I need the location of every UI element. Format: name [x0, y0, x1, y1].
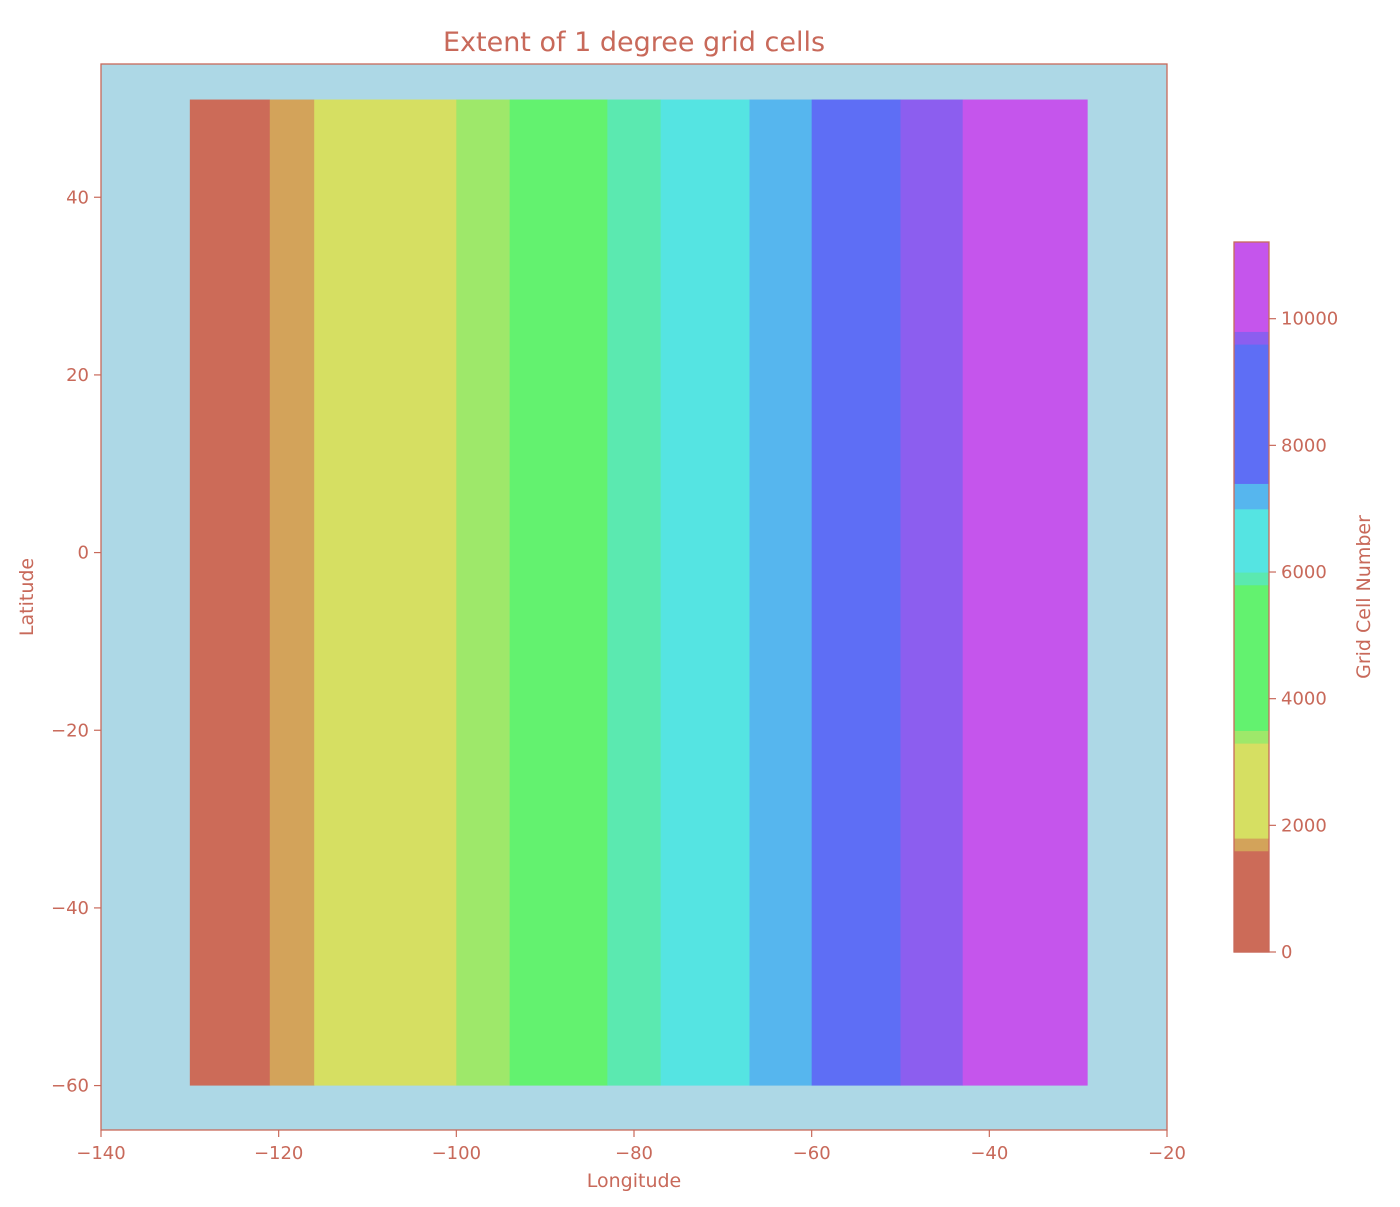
grid-band-7: [749, 99, 813, 1086]
colorbar-tick-label: 6000: [1281, 562, 1327, 583]
y-tick-label: −40: [51, 898, 89, 919]
colorbar-band-6: [1234, 508, 1269, 573]
x-tick-label: −100: [432, 1143, 481, 1164]
grid-band-3: [456, 99, 511, 1086]
y-tick-label: 20: [66, 365, 89, 386]
colorbar-tick-label: 0: [1281, 942, 1292, 963]
colorbar-band-1: [1234, 838, 1269, 852]
colorbar-tick-label: 4000: [1281, 689, 1327, 710]
x-tick-label: −40: [970, 1143, 1008, 1164]
grid-cells: [189, 99, 1088, 1086]
colorbar-band-8: [1234, 344, 1269, 484]
y-tick-label: 0: [78, 543, 89, 564]
x-tick-label: −140: [76, 1143, 125, 1164]
grid-band-5: [607, 99, 662, 1086]
grid-band-6: [660, 99, 751, 1086]
x-tick-label: −120: [254, 1143, 303, 1164]
colorbar-tick-label: 10000: [1281, 309, 1338, 330]
colorbar: 0 2000 4000 6000 8000 10000: [1233, 241, 1338, 963]
colorbar-frame: [1233, 241, 1270, 953]
y-tick-label: −60: [51, 1076, 89, 1097]
grid-band-2: [314, 99, 457, 1086]
y-axis-label: Latitude: [16, 558, 38, 636]
colorbar-label: Grid Cell Number: [1353, 515, 1375, 679]
colorbar-band-0: [1234, 850, 1269, 953]
chart-title: Extent of 1 degree grid cells: [443, 27, 825, 58]
colorbar-band-7: [1234, 483, 1269, 510]
y-tick-label: 40: [66, 187, 89, 208]
grid-band-10: [962, 99, 1088, 1086]
colorbar-tick-label: 8000: [1281, 435, 1327, 456]
colorbar-band-4: [1234, 584, 1269, 731]
y-tick-label: −20: [51, 720, 89, 741]
x-tick-label: −20: [1148, 1143, 1186, 1164]
grid-band-9: [900, 99, 964, 1086]
x-axis-label: Longitude: [587, 1170, 682, 1192]
grid-band-0: [189, 99, 271, 1086]
grid-band-4: [509, 99, 608, 1086]
colorbar-band-3: [1234, 730, 1269, 744]
colorbar-band-9: [1234, 331, 1269, 345]
colorbar-band-10: [1234, 242, 1269, 332]
plot-area: [100, 63, 1168, 1131]
colorbar-band-2: [1234, 743, 1269, 839]
colorbar-tick-label: 2000: [1281, 815, 1327, 836]
x-tick-label: −60: [793, 1143, 831, 1164]
grid-band-8: [811, 99, 902, 1086]
colorbar-band-5: [1234, 572, 1269, 586]
x-tick-label: −80: [615, 1143, 653, 1164]
grid-band-1: [269, 99, 315, 1086]
axes: −140 −120 −100 −80 −60 −40 −20 −60 −40 −20 0 20 40: [51, 187, 1186, 1164]
